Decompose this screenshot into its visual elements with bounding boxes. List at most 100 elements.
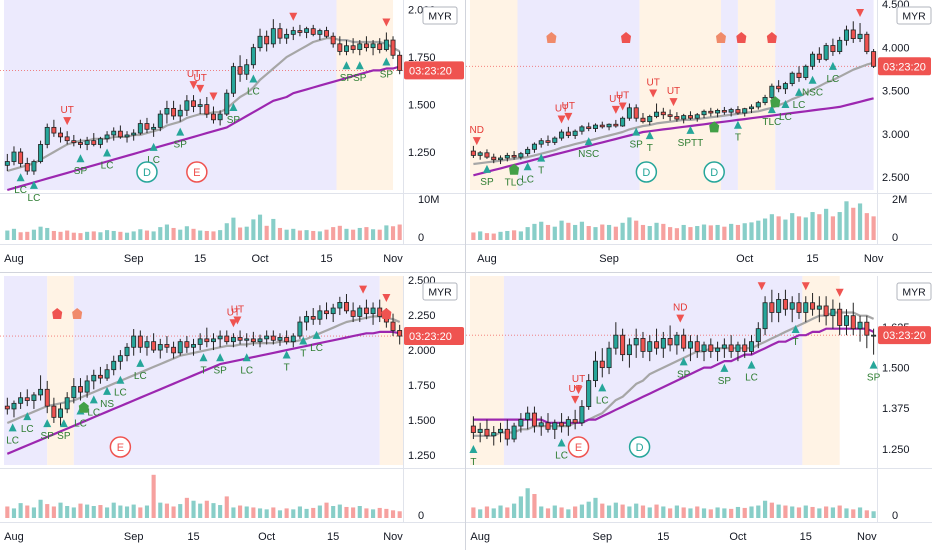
signal-label: UT	[616, 90, 629, 101]
volume-bar	[790, 506, 795, 518]
candle	[470, 425, 476, 433]
volume-bar	[566, 509, 571, 518]
volume-bar	[105, 507, 110, 518]
candle	[277, 337, 283, 341]
signal-arrow-up	[8, 423, 17, 432]
volume-bar	[124, 506, 130, 518]
signal-arrow-down	[557, 115, 566, 124]
volume-bar	[552, 226, 557, 240]
signal-arrow-up	[176, 127, 185, 136]
candle	[735, 344, 741, 352]
chart-panel-4: TLCUTUTLCNDSPSPLCTSPED1.6251.5001.3751.2…	[466, 276, 932, 543]
volume-bar	[337, 225, 342, 240]
candle	[197, 104, 203, 107]
candle	[58, 408, 63, 418]
candle	[545, 422, 551, 430]
signal-label: UT	[231, 304, 244, 315]
volume-bar	[331, 506, 336, 518]
volume-bar	[231, 217, 236, 240]
volume-bar	[297, 506, 302, 518]
candle	[344, 302, 349, 312]
volume-bar	[844, 508, 849, 518]
volume-bar	[144, 230, 150, 240]
x-tick-label: Oct	[729, 531, 746, 543]
event-letter: D	[143, 167, 151, 179]
volume-bar	[491, 233, 496, 240]
volume-bar	[317, 505, 322, 518]
signal-arrow-down	[233, 316, 242, 325]
candle	[244, 338, 250, 341]
volume-bar	[708, 509, 713, 518]
last-price-tag	[878, 326, 931, 345]
candle	[484, 152, 490, 158]
volume-bar	[25, 231, 30, 240]
volume-bar	[511, 503, 517, 518]
x-tick-label: Sep	[124, 531, 144, 543]
volume-bar	[647, 507, 652, 518]
volume-bar	[98, 232, 103, 240]
volume-bar	[191, 500, 196, 518]
candle	[230, 337, 236, 343]
candle	[769, 302, 775, 313]
candle	[237, 66, 243, 75]
candle	[518, 419, 524, 427]
volume-bar	[11, 508, 17, 518]
candle	[633, 338, 639, 346]
event-letter: D	[710, 167, 718, 179]
candle	[850, 29, 856, 40]
volume-bar	[65, 230, 70, 240]
signal-label: LC	[779, 112, 792, 123]
volume-bar	[539, 506, 544, 518]
volume-bar	[357, 227, 362, 240]
signal-label: SP	[227, 115, 241, 126]
candle	[117, 355, 123, 362]
volume-bar	[688, 227, 693, 240]
volume-bar	[198, 503, 203, 518]
candle	[38, 144, 44, 162]
volume-bar	[810, 506, 815, 518]
candle	[742, 344, 748, 352]
signal-label: NSC	[578, 149, 599, 160]
candle	[715, 347, 721, 352]
signal-label: SP	[677, 369, 691, 380]
volume-bar	[51, 506, 56, 518]
candle	[552, 422, 558, 430]
ma-slow-line	[473, 327, 875, 424]
volume-bar	[566, 222, 571, 240]
volume-bar	[218, 230, 223, 240]
signal-arrow-down	[618, 102, 627, 111]
volume-bar	[271, 507, 276, 518]
candle	[715, 110, 721, 114]
volume-bar	[164, 224, 169, 240]
volume-bar	[532, 223, 537, 240]
signal-arrow-up	[791, 324, 800, 333]
signal-label: UT	[562, 101, 575, 112]
volume-bar	[776, 216, 781, 240]
candle	[250, 338, 256, 343]
candle	[304, 316, 310, 323]
candle	[762, 97, 768, 104]
signal-arrow-up	[584, 137, 593, 146]
signal-arrow-up	[43, 419, 52, 428]
currency-badge	[896, 282, 932, 301]
event-flag	[715, 32, 726, 43]
volume-bar	[124, 232, 130, 240]
volume-bar	[857, 203, 863, 240]
signal-arrow-up	[355, 61, 364, 70]
signal-arrow-down	[564, 112, 573, 121]
volume-bar	[111, 230, 116, 240]
x-tick-label: Nov	[383, 531, 403, 543]
volume-bar	[65, 506, 70, 518]
candle	[131, 335, 137, 348]
signal-arrow-down	[209, 92, 218, 101]
volume-bar	[337, 504, 342, 518]
volume-bar	[478, 231, 483, 240]
volume-bar	[579, 504, 585, 518]
volume-bar	[817, 508, 822, 518]
signal-label: T	[300, 348, 306, 359]
volume-bar	[317, 231, 322, 240]
x-tick-label: 15	[800, 531, 812, 543]
signal-arrow-up	[747, 360, 756, 369]
volume-bar	[586, 501, 591, 518]
